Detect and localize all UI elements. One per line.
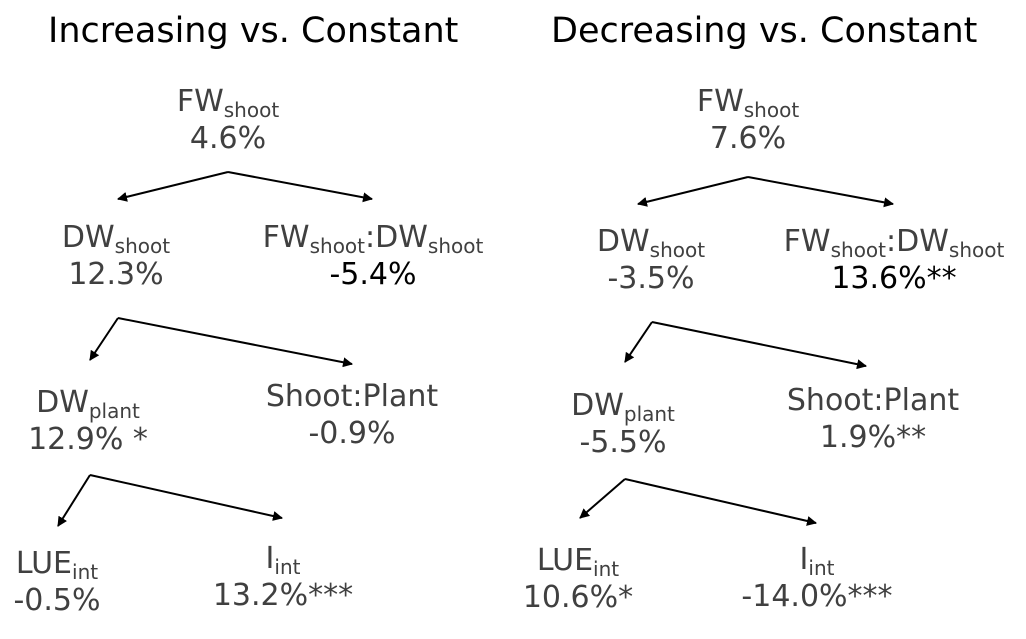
right-dw-plant-value: -5.5% xyxy=(579,424,667,460)
right-fw-dw-sep: : xyxy=(886,224,897,259)
left-dw-shoot-main: DW xyxy=(61,220,115,255)
left-arrow-fw-to-dw xyxy=(117,171,229,202)
left-node-dw-plant: DWplant 12.9% * xyxy=(28,387,148,456)
left-fw-dw-value: -5.4% xyxy=(329,256,417,292)
left-dw-plant-sub: plant xyxy=(88,399,140,423)
left-arrow-dwplant-to-iint xyxy=(89,474,283,521)
right-fw-dw-main2: DW xyxy=(896,224,949,259)
left-arrow-fw-to-fwdw xyxy=(227,171,373,203)
left-i-int-value: 13.2%*** xyxy=(212,577,354,613)
right-fw-shoot-value: 7.6% xyxy=(709,120,787,156)
left-fw-shoot-sub: shoot xyxy=(223,98,280,122)
left-dw-plant-value: 12.9% * xyxy=(28,421,148,457)
right-i-int-value: -14.0%*** xyxy=(741,578,893,614)
right-node-lue-int: LUEint 10.6%* xyxy=(523,545,633,614)
left-fw-shoot-value: 4.6% xyxy=(189,120,267,156)
left-node-dw-shoot: DWshoot 12.3% xyxy=(62,222,170,291)
left-fw-shoot-main: FW xyxy=(176,84,224,119)
right-dw-shoot-main: DW xyxy=(596,224,650,259)
left-node-lue-int: LUEint -0.5% xyxy=(13,548,100,617)
right-dw-plant-sub: plant xyxy=(623,402,675,426)
left-fw-dw-sub1: shoot xyxy=(309,234,366,258)
left-node-fw-dw-shoot: FWshoot:DWshoot -5.4% xyxy=(263,222,484,291)
right-node-dw-plant: DWplant -5.5% xyxy=(571,390,675,459)
left-i-int-sub: int xyxy=(274,555,301,579)
left-lue-int-sub: int xyxy=(72,560,99,584)
left-fw-dw-sep: : xyxy=(365,220,376,255)
right-arrow-dwplant-to-iint xyxy=(624,478,817,526)
left-dw-plant-main: DW xyxy=(36,385,89,420)
left-node-i-int: Iint 13.2%*** xyxy=(213,543,353,612)
left-lue-int-main: LUE xyxy=(15,546,73,581)
left-fw-dw-sub2: shoot xyxy=(427,234,484,258)
left-fw-dw-main2: DW xyxy=(375,220,428,255)
right-panel-title: Decreasing vs. Constant xyxy=(551,11,978,51)
right-node-dw-shoot: DWshoot -3.5% xyxy=(597,226,705,295)
left-i-int-main: I xyxy=(265,541,275,576)
left-node-shoot-plant: Shoot:Plant -0.9% xyxy=(266,381,438,450)
right-arrow-fw-to-fwdw xyxy=(747,176,894,208)
left-fw-dw-main1: FW xyxy=(262,220,310,255)
left-arrow-dw-to-dwplant xyxy=(89,317,119,361)
right-lue-int-main: LUE xyxy=(536,543,594,578)
right-fw-dw-main1: FW xyxy=(783,224,831,259)
right-node-fw-dw-shoot: FWshoot:DWshoot 13.6%** xyxy=(784,226,1005,295)
left-panel-title: Increasing vs. Constant xyxy=(48,11,459,51)
right-fw-shoot-sub: shoot xyxy=(743,98,800,122)
left-dw-shoot-sub: shoot xyxy=(114,234,171,258)
left-arrow-dw-to-shootplant xyxy=(117,317,353,368)
left-dw-shoot-value: 12.3% xyxy=(68,256,164,292)
right-fw-shoot-main: FW xyxy=(696,84,744,119)
left-shoot-plant-main: Shoot:Plant xyxy=(265,379,439,414)
left-node-fw-shoot: FWshoot 4.6% xyxy=(177,86,279,155)
right-fw-dw-sub1: shoot xyxy=(830,238,887,262)
right-arrow-fw-to-dw xyxy=(637,176,749,207)
right-node-fw-shoot: FWshoot 7.6% xyxy=(697,86,799,155)
left-lue-int-value: -0.5% xyxy=(13,582,101,618)
right-shoot-plant-main: Shoot:Plant xyxy=(786,383,960,418)
left-arrow-dwplant-to-lue xyxy=(57,474,91,527)
right-arrow-dw-to-shootplant xyxy=(651,321,867,370)
right-dw-plant-main: DW xyxy=(571,388,624,423)
right-node-shoot-plant: Shoot:Plant 1.9%** xyxy=(787,385,959,454)
right-i-int-sub: int xyxy=(808,556,835,580)
right-node-i-int: Iint -14.0%*** xyxy=(741,544,892,613)
right-dw-shoot-value: -3.5% xyxy=(607,260,695,296)
right-fw-dw-value: 13.6%** xyxy=(831,260,957,296)
right-dw-shoot-sub: shoot xyxy=(649,238,706,262)
right-lue-int-value: 10.6%* xyxy=(522,579,634,615)
right-i-int-main: I xyxy=(799,542,809,577)
right-lue-int-sub: int xyxy=(593,557,620,581)
right-fw-dw-sub2: shoot xyxy=(948,238,1005,262)
left-shoot-plant-value: -0.9% xyxy=(308,415,396,451)
right-shoot-plant-value: 1.9%** xyxy=(819,419,927,455)
right-arrow-dwplant-to-lue xyxy=(579,478,626,519)
right-arrow-dw-to-dwplant xyxy=(624,321,653,363)
